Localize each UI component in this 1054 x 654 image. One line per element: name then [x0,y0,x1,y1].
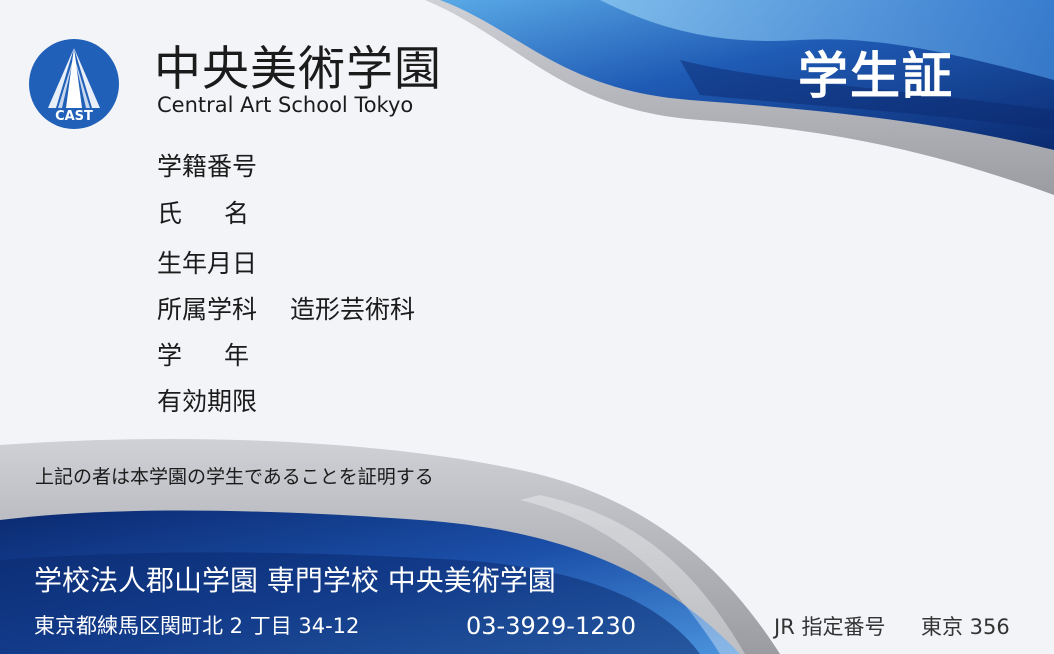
footer-phone: 03-3929-1230 [466,612,637,640]
logo-text: CAST [55,109,93,124]
tower-logo-icon: CAST [29,39,119,129]
department-label: 所属学科 [157,295,258,324]
footer-school-name: 学校法人郡山学園 専門学校 中央美術学園 [34,564,556,597]
expiry-label: 有効期限 [157,387,258,416]
certification-text: 上記の者は本学園の学生であることを証明する [35,466,434,488]
footer-address: 東京都練馬区関町北 2 丁目 34-12 [34,614,360,638]
school-name-en: Central Art School Tokyo [157,93,414,117]
school-name-jp: 中央美術学園 [154,42,442,97]
student-id-label: 学籍番号 [157,152,258,181]
jr-number-label: JR 指定番号 [774,615,886,639]
grade-label: 学年 [157,341,292,370]
name-label: 氏名 [157,199,292,228]
birthdate-label: 生年月日 [157,249,258,278]
jr-number-value: 東京 356 [921,615,1010,639]
department-value: 造形芸術科 [290,295,416,324]
card-title: 学生証 [798,47,954,105]
